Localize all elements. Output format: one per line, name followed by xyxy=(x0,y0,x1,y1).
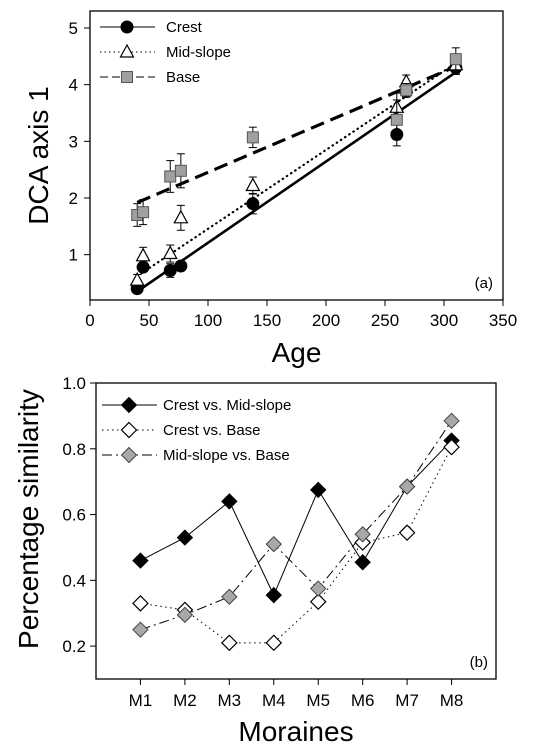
legend-marker xyxy=(120,20,134,34)
x-tick-label: M4 xyxy=(262,691,286,710)
x-tick-label: M1 xyxy=(129,691,153,710)
x-tick-label: 200 xyxy=(312,311,340,330)
data-point xyxy=(443,438,460,456)
x-tick-label: 50 xyxy=(140,311,159,330)
panel-b-frame xyxy=(95,382,497,680)
data-point xyxy=(174,164,187,177)
fit-line xyxy=(136,71,457,293)
data-point xyxy=(265,586,282,604)
data-point xyxy=(354,526,371,543)
data-point xyxy=(398,524,416,541)
panel-a-dca: 0 50 100 150 200 250 300 350 1 2 3 4 5 Age DCA axis 1 (… xyxy=(23,10,517,368)
data-point xyxy=(245,177,261,192)
data-point xyxy=(176,606,194,624)
data-point xyxy=(265,634,283,652)
x-tick-label: 0 xyxy=(85,311,94,330)
data-point xyxy=(129,271,145,286)
x-tick-label: M5 xyxy=(306,691,330,710)
data-point xyxy=(132,621,149,638)
y-tick-label: 3 xyxy=(69,132,78,151)
y-tick-label: 5 xyxy=(69,19,78,38)
y-tick-label: 1.0 xyxy=(62,374,86,393)
legend-label: Crest vs. Mid-slope xyxy=(163,397,291,414)
legend-label: Mid-slope vs. Base xyxy=(163,447,290,464)
data-point xyxy=(400,84,413,97)
series-line xyxy=(140,440,452,597)
y-tick-label: 4 xyxy=(69,76,78,95)
x-tick-label: 250 xyxy=(371,311,399,330)
y-tick-label: 2 xyxy=(69,189,78,208)
y-tick-label: 0.6 xyxy=(62,506,86,525)
y-tick-label: 0.4 xyxy=(62,571,86,590)
x-tick-label: 150 xyxy=(253,311,281,330)
y-tick-label: 0.8 xyxy=(62,440,86,459)
data-point xyxy=(310,481,327,499)
x-tick-label: M6 xyxy=(351,691,375,710)
y-tick-label: 1 xyxy=(69,246,78,265)
x-tick-label: 100 xyxy=(194,311,222,330)
data-point xyxy=(309,593,327,611)
legend-marker xyxy=(120,421,138,439)
x-tick-label: M8 xyxy=(440,691,464,710)
x-tick-label: M2 xyxy=(173,691,197,710)
panel-label: (b) xyxy=(470,654,488,671)
panel-a-frame xyxy=(89,10,504,301)
x-tick-label: M7 xyxy=(395,691,419,710)
legend-label: Mid-slope xyxy=(166,44,231,61)
data-point xyxy=(449,53,462,66)
data-point xyxy=(137,206,150,219)
legend-marker xyxy=(119,43,135,58)
legend-marker xyxy=(121,71,133,83)
data-point xyxy=(173,209,189,224)
data-point xyxy=(246,131,259,144)
data-point xyxy=(310,580,327,597)
x-tick-label: M3 xyxy=(218,691,242,710)
panel-b-similarity: M1 M2 M3 M4 M5 M6 M7 M8 0.2 0.4 0.6 0.8 1.0 Moraines P… xyxy=(13,374,497,747)
data-point xyxy=(398,478,416,495)
x-tick-label: 300 xyxy=(430,311,458,330)
x-axis-title: Moraines xyxy=(238,716,353,747)
data-point xyxy=(220,634,238,652)
data-point xyxy=(354,534,372,551)
y-tick-label: 0.2 xyxy=(62,637,86,656)
data-point xyxy=(221,588,238,605)
legend-label: Crest xyxy=(166,19,203,36)
data-point xyxy=(176,529,194,546)
panel-label: (a) xyxy=(475,275,493,292)
legend-label: Base xyxy=(166,69,200,86)
data-point xyxy=(390,113,403,126)
data-point xyxy=(132,552,149,569)
data-point xyxy=(132,595,149,612)
data-point xyxy=(174,259,188,273)
fit-line xyxy=(136,62,457,278)
legend-marker xyxy=(120,396,138,414)
data-point xyxy=(246,197,260,211)
data-point xyxy=(135,247,151,262)
legend-marker xyxy=(120,446,138,464)
data-point xyxy=(221,493,238,510)
data-point xyxy=(162,245,178,260)
fit-line xyxy=(136,65,457,205)
data-point xyxy=(443,412,460,430)
data-point xyxy=(164,170,177,183)
y-axis-title: Percentage similarity xyxy=(13,389,44,649)
data-point xyxy=(354,554,371,571)
y-axis-title: DCA axis 1 xyxy=(23,86,54,225)
series-line xyxy=(140,420,452,631)
data-point xyxy=(265,535,282,553)
legend-label: Crest vs. Base xyxy=(163,422,261,439)
x-axis-title: Age xyxy=(272,337,322,368)
x-tick-label: 350 xyxy=(489,311,517,330)
